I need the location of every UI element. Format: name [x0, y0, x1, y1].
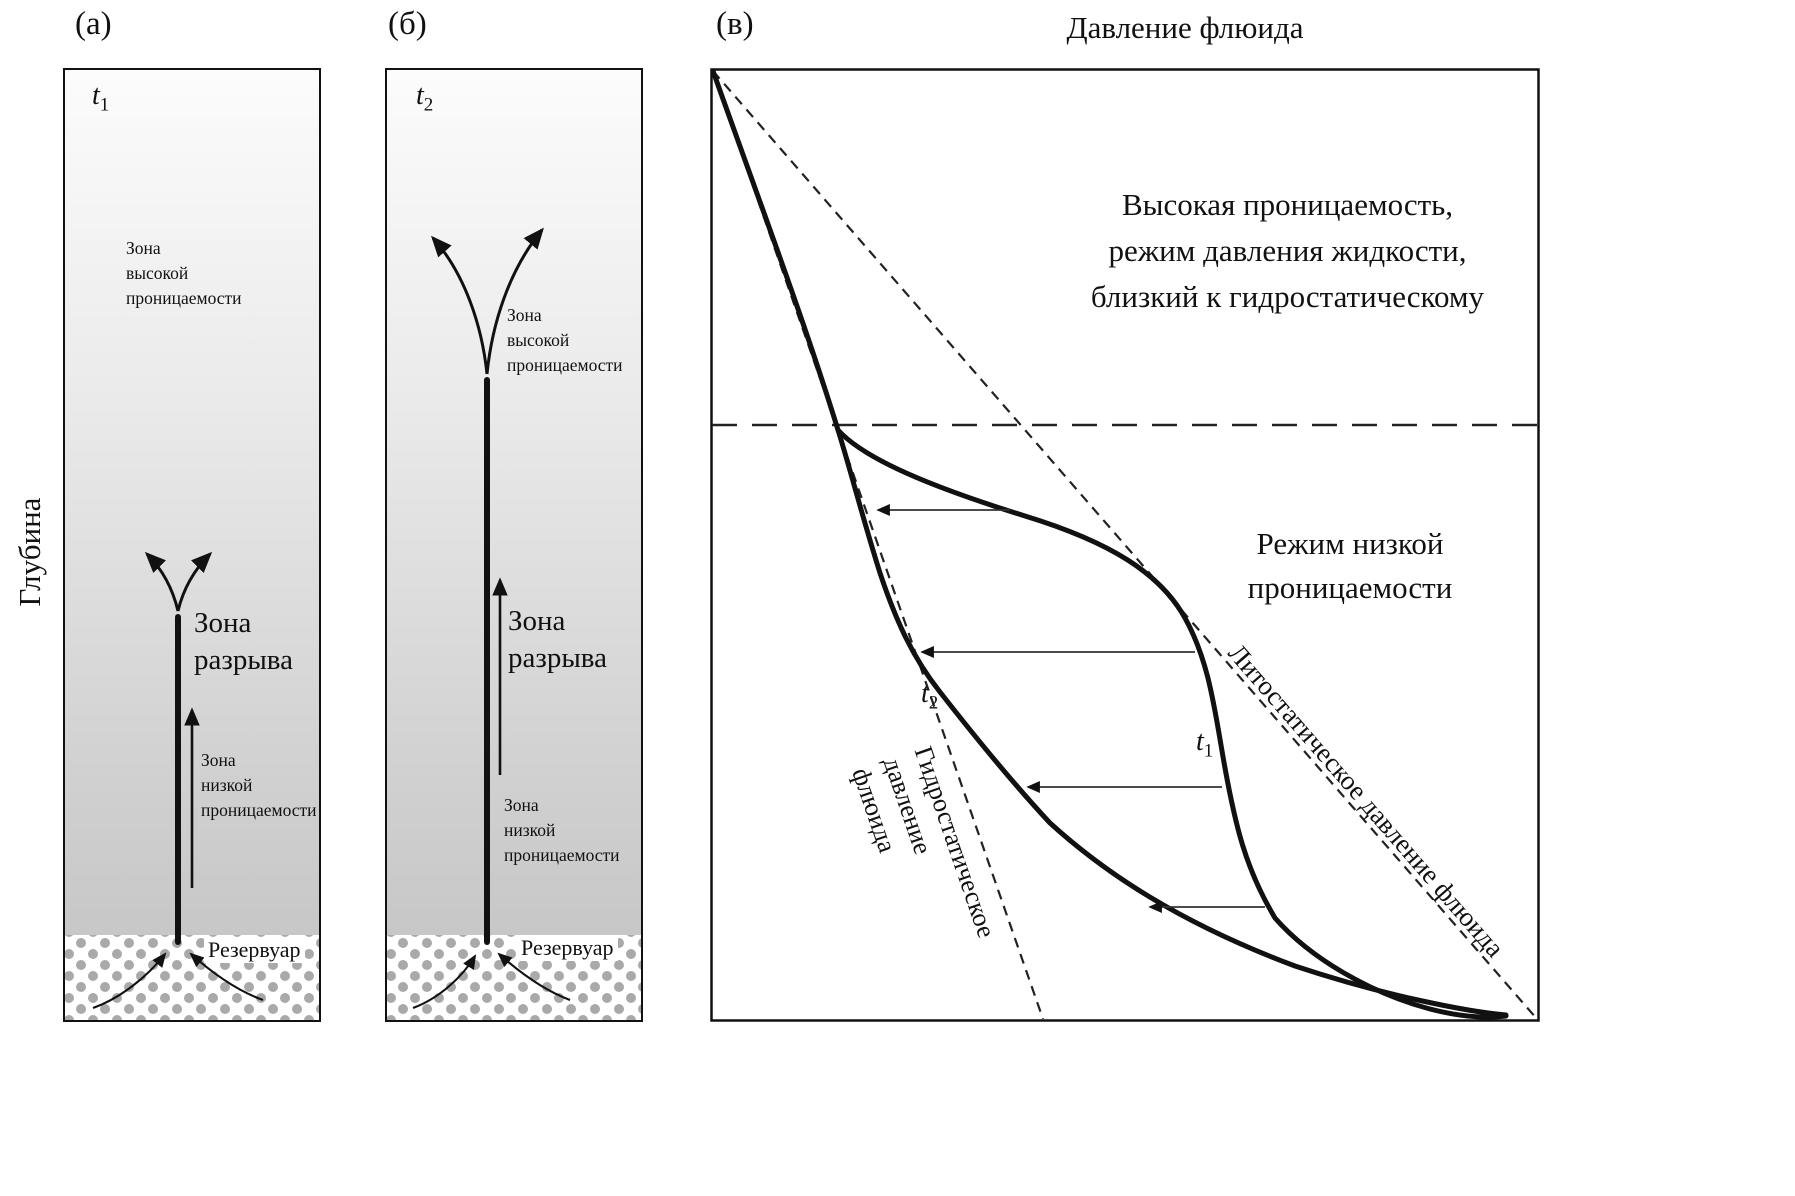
- t1-sub: 1: [1203, 740, 1214, 762]
- panel-v-graphic: [710, 68, 1540, 1022]
- high-permeability-annotation: Высокая проницаемость, режим давления жи…: [1035, 182, 1540, 320]
- panel-b-fracture-zone-label: Зона разрыва: [508, 603, 607, 677]
- fracture-zone-line1: Зона: [508, 605, 566, 637]
- panel-a-graphic: [63, 68, 321, 1022]
- panel-a-time-base: t: [92, 80, 100, 111]
- panel-a-time-sub: 1: [99, 94, 110, 116]
- high-perm-line3: близкий к гидростатическому: [1090, 279, 1485, 314]
- panel-b-escape-arrow-right-icon: [485, 227, 544, 375]
- t2-pressure-curve: [835, 427, 1509, 1018]
- panel-b-recharge-arrow-left-icon: [412, 954, 477, 1009]
- panel-a-tag: (а): [75, 6, 112, 42]
- pressure-profile-trunk: [710, 68, 841, 433]
- t1-base: t: [1196, 726, 1204, 757]
- zone-low-line2: низкой: [201, 775, 253, 795]
- panel-a-border: [63, 68, 321, 1022]
- panel-a-zone-low-label: Зона низкой проницаемости: [201, 748, 317, 823]
- panel-b-time-base: t: [416, 80, 424, 111]
- panel-a-reservoir-label: Резервуар: [204, 937, 305, 963]
- panel-b-escape-arrow-left-icon: [431, 235, 489, 375]
- high-perm-line1: Высокая проницаемость,: [1121, 187, 1454, 222]
- panel-b-zone-high-label: Зона высокой проницаемости: [507, 303, 623, 378]
- zone-high-line1: Зона: [126, 238, 161, 258]
- zone-high-line3: проницаемости: [507, 355, 623, 375]
- low-permeability-annotation: Режим низкой проницаемости: [1200, 522, 1500, 610]
- t2-curve-label: t2: [921, 678, 938, 715]
- depth-axis-label: Глубина: [12, 497, 47, 607]
- panel-a-escape-arrow-right-icon: [176, 551, 213, 612]
- zone-low-line1: Зона: [504, 795, 539, 815]
- panel-b-time-sub: 2: [423, 94, 434, 116]
- fracture-zone-line2: разрыва: [508, 642, 607, 674]
- panel-b-zone-low-label: Зона низкой проницаемости: [504, 793, 620, 868]
- panel-b-border: [385, 68, 643, 1022]
- panel-b-reservoir-label: Резервуар: [517, 935, 618, 961]
- panel-v-tag: (в): [716, 6, 754, 42]
- panel-a-recharge-arrow-right-icon: [189, 952, 264, 1001]
- zone-high-line2: высокой: [507, 330, 570, 350]
- panel-b-background: [385, 68, 643, 1022]
- zone-low-line1: Зона: [201, 750, 236, 770]
- zone-high-line2: высокой: [126, 263, 189, 283]
- lithostatic-pressure-line: [712, 70, 1538, 1020]
- hydrostatic-pressure-line: [711, 70, 1045, 1020]
- panel-a-escape-arrow-left-icon: [144, 551, 180, 612]
- low-perm-line1: Режим низкой: [1256, 526, 1444, 561]
- fracture-zone-line2: разрыва: [194, 644, 293, 676]
- pressure-axis-title: Давление флюида: [1066, 10, 1304, 45]
- zone-low-line3: проницаемости: [504, 845, 620, 865]
- t2-sub: 2: [928, 692, 939, 714]
- high-perm-line2: режим давления жидкости,: [1108, 233, 1467, 268]
- panel-v-border: [710, 68, 1540, 1022]
- zone-high-line1: Зона: [507, 305, 542, 325]
- panel-b-tag: (б): [388, 6, 427, 42]
- t2-base: t: [921, 678, 929, 709]
- low-perm-line2: проницаемости: [1247, 570, 1453, 605]
- zone-high-line3: проницаемости: [126, 288, 242, 308]
- panel-b-graphic: [385, 68, 643, 1022]
- t1-curve-label: t1: [1196, 726, 1213, 763]
- panel-a-zone-high-label: Зона высокой проницаемости: [126, 236, 242, 311]
- panel-b-recharge-arrow-right-icon: [497, 952, 571, 1001]
- panel-a-recharge-arrow-left-icon: [92, 952, 167, 1009]
- zone-low-line3: проницаемости: [201, 800, 317, 820]
- fracture-zone-line1: Зона: [194, 607, 252, 639]
- panel-b-time-label: t2: [416, 80, 433, 117]
- panel-a-time-label: t1: [92, 80, 109, 117]
- panel-a-fracture-zone-label: Зона разрыва: [194, 605, 293, 679]
- zone-low-line2: низкой: [504, 820, 556, 840]
